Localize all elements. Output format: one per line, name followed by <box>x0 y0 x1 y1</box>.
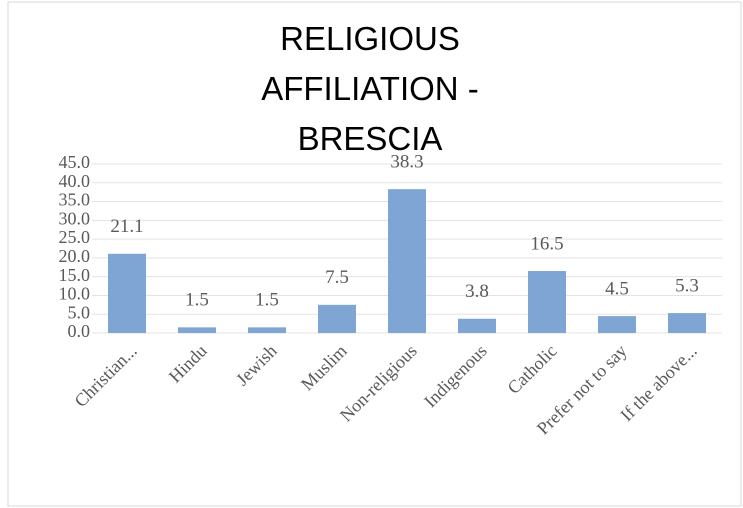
value-label: 16.5 <box>530 233 563 254</box>
y-tick-label: 5.0 <box>68 302 91 322</box>
bar <box>318 304 356 333</box>
value-label: 21.1 <box>110 216 143 237</box>
y-tick-label: 45.0 <box>59 152 91 172</box>
bar <box>458 318 496 333</box>
bar <box>598 316 636 333</box>
y-tick-label: 15.0 <box>59 265 91 285</box>
y-tick-label: 40.0 <box>59 171 91 191</box>
value-label: 7.5 <box>325 267 349 288</box>
value-label: 4.5 <box>605 278 629 299</box>
y-tick-label: 25.0 <box>59 227 91 247</box>
bar <box>388 189 426 333</box>
bar <box>248 327 286 333</box>
bar <box>528 271 566 333</box>
value-label: 38.3 <box>390 152 423 173</box>
y-tick-label: 10.0 <box>59 284 91 304</box>
value-label: 3.8 <box>465 281 489 302</box>
y-tick-label: 20.0 <box>59 246 91 266</box>
chart-title: RELIGIOUS AFFILIATION - BRESCIA <box>261 20 479 157</box>
y-tick-label: 30.0 <box>59 208 91 228</box>
value-label: 5.3 <box>675 275 699 296</box>
value-label: 1.5 <box>255 290 279 311</box>
y-tick-label: 0.0 <box>68 321 91 341</box>
bar <box>668 313 706 333</box>
bar <box>178 327 216 333</box>
y-tick-label: 35.0 <box>59 190 91 210</box>
value-label: 1.5 <box>185 290 209 311</box>
bar <box>108 253 146 333</box>
